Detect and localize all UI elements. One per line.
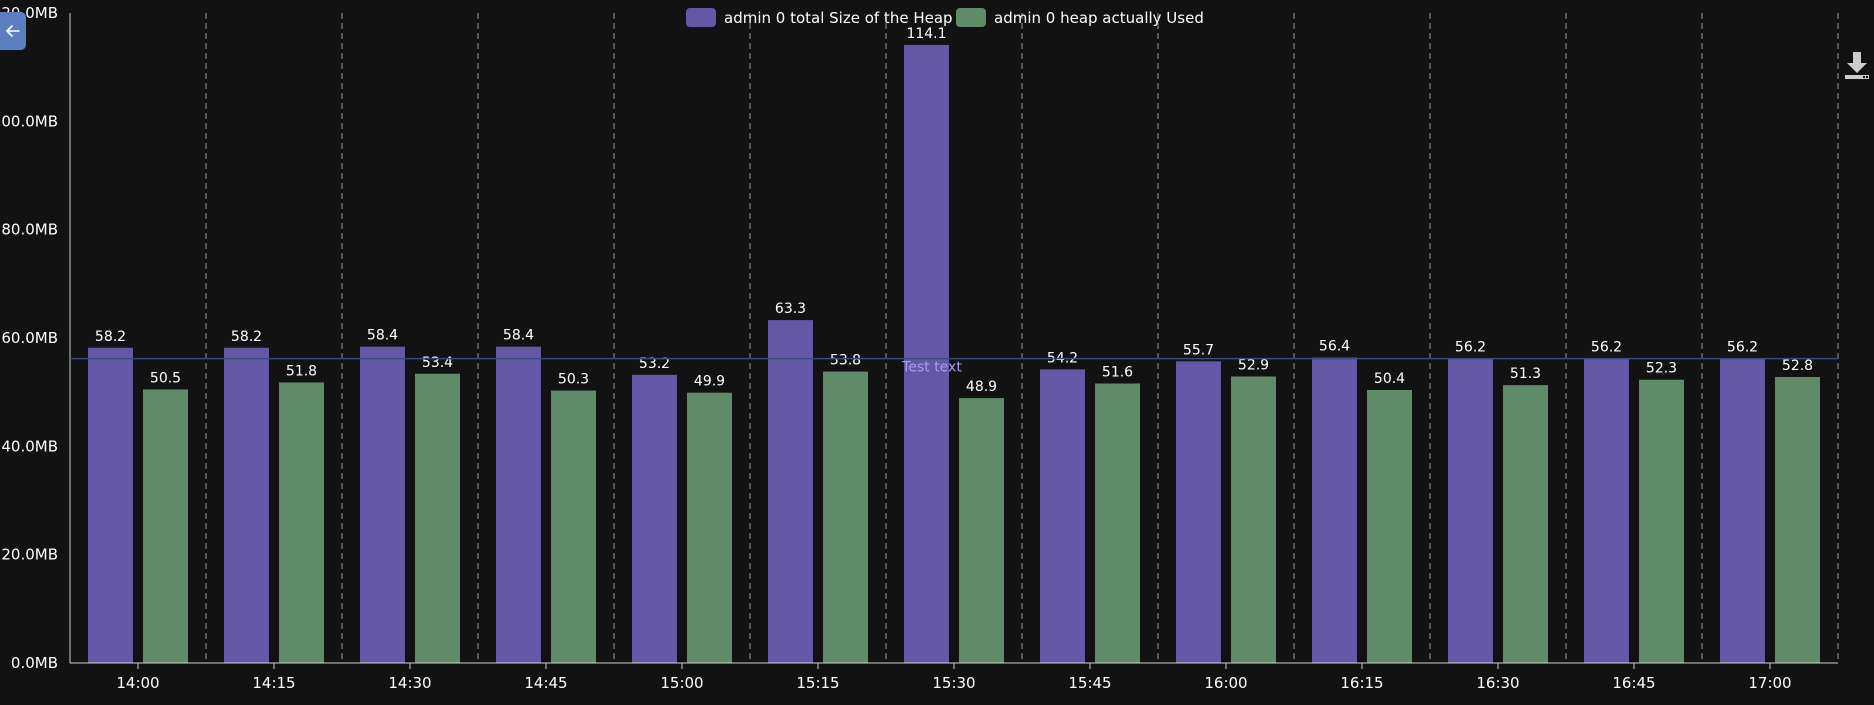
y-tick-label: 40.0MB <box>1 437 58 455</box>
download-icon <box>1845 52 1869 79</box>
data-label: 50.4 <box>1374 371 1405 387</box>
data-label: 58.4 <box>367 328 398 344</box>
data-label: 56.2 <box>1455 340 1486 356</box>
y-tick-label: 60.0MB <box>1 329 58 347</box>
bar-total-heap[interactable] <box>1312 357 1357 664</box>
data-label: 51.3 <box>1510 366 1541 382</box>
y-tick-label: 0.0MB <box>11 654 58 672</box>
data-label: 114.1 <box>906 26 946 42</box>
data-label: 58.4 <box>503 328 534 344</box>
data-label: 50.3 <box>558 372 589 388</box>
back-button[interactable] <box>0 12 26 50</box>
x-tick-label: 15:30 <box>932 674 975 692</box>
bar-heap-used[interactable] <box>143 389 188 663</box>
bar-total-heap[interactable] <box>1040 369 1085 663</box>
bar-heap-used[interactable] <box>959 398 1004 663</box>
x-tick-label: 14:45 <box>524 674 567 692</box>
bar-total-heap[interactable] <box>360 346 405 663</box>
x-tick-label: 16:30 <box>1476 674 1519 692</box>
bar-heap-used[interactable] <box>1095 383 1140 664</box>
bar-total-heap[interactable] <box>88 347 133 663</box>
x-tick-label: 16:15 <box>1340 674 1383 692</box>
bar-total-heap[interactable] <box>496 346 541 663</box>
x-tick-label: 15:00 <box>660 674 703 692</box>
bar-heap-used[interactable] <box>823 371 868 663</box>
data-label: 56.2 <box>1591 340 1622 356</box>
arrow-left-icon <box>6 25 20 37</box>
x-tick-label: 14:00 <box>116 674 159 692</box>
y-tick-label: 80.0MB <box>1 221 58 239</box>
data-label: 58.2 <box>231 329 262 345</box>
bar-heap-used[interactable] <box>279 382 324 663</box>
reference-line-label: Test text <box>901 360 962 376</box>
data-label: 55.7 <box>1183 342 1214 358</box>
data-label: 52.9 <box>1238 357 1269 373</box>
x-tick-label: 15:45 <box>1068 674 1111 692</box>
data-label: 49.9 <box>694 374 725 390</box>
data-label: 52.3 <box>1646 361 1677 377</box>
bar-total-heap[interactable] <box>1448 358 1493 663</box>
y-tick-label: 100.0MB <box>0 112 58 130</box>
data-label: 53.8 <box>830 353 861 369</box>
y-tick-label: 20.0MB <box>1 546 58 564</box>
data-label: 63.3 <box>775 301 806 317</box>
bar-heap-used[interactable] <box>1367 390 1412 663</box>
x-tick-label: 16:00 <box>1204 674 1247 692</box>
bar-total-heap[interactable] <box>632 374 677 663</box>
bar-heap-used[interactable] <box>1503 385 1548 663</box>
bar-total-heap[interactable] <box>1176 361 1221 663</box>
bar-total-heap[interactable] <box>768 320 813 663</box>
x-tick-label: 17:00 <box>1748 674 1791 692</box>
bar-total-heap[interactable] <box>1584 358 1629 663</box>
data-label: 48.9 <box>966 379 997 395</box>
bar-heap-used[interactable] <box>687 392 732 663</box>
data-label: 58.2 <box>95 329 126 345</box>
legend-swatch-total-heap[interactable] <box>686 8 716 27</box>
data-label: 53.4 <box>422 355 453 371</box>
data-label: 56.2 <box>1727 340 1758 356</box>
legend-swatch-heap-used[interactable] <box>956 8 986 27</box>
x-tick-label: 14:30 <box>388 674 431 692</box>
bar-total-heap[interactable] <box>1720 358 1765 663</box>
legend-label-total-heap: admin 0 total Size of the Heap <box>724 9 953 27</box>
bar-heap-used[interactable] <box>1775 377 1820 663</box>
data-label: 56.4 <box>1319 339 1350 355</box>
data-label: 52.8 <box>1782 358 1813 374</box>
bar-heap-used[interactable] <box>1231 376 1276 663</box>
x-tick-label: 16:45 <box>1612 674 1655 692</box>
data-label: 53.2 <box>639 356 670 372</box>
download-button[interactable] <box>1842 48 1872 82</box>
x-tick-label: 14:15 <box>252 674 295 692</box>
bar-heap-used[interactable] <box>415 373 460 663</box>
data-label: 51.8 <box>286 363 317 379</box>
bar-heap-used[interactable] <box>551 390 596 663</box>
data-label: 50.5 <box>150 370 181 386</box>
legend-label-heap-used: admin 0 heap actually Used <box>994 9 1204 27</box>
bar-heap-used[interactable] <box>1639 379 1684 663</box>
bar-total-heap[interactable] <box>224 347 269 663</box>
data-label: 51.6 <box>1102 365 1133 381</box>
x-tick-label: 15:15 <box>796 674 839 692</box>
bar-total-heap[interactable] <box>904 44 949 664</box>
